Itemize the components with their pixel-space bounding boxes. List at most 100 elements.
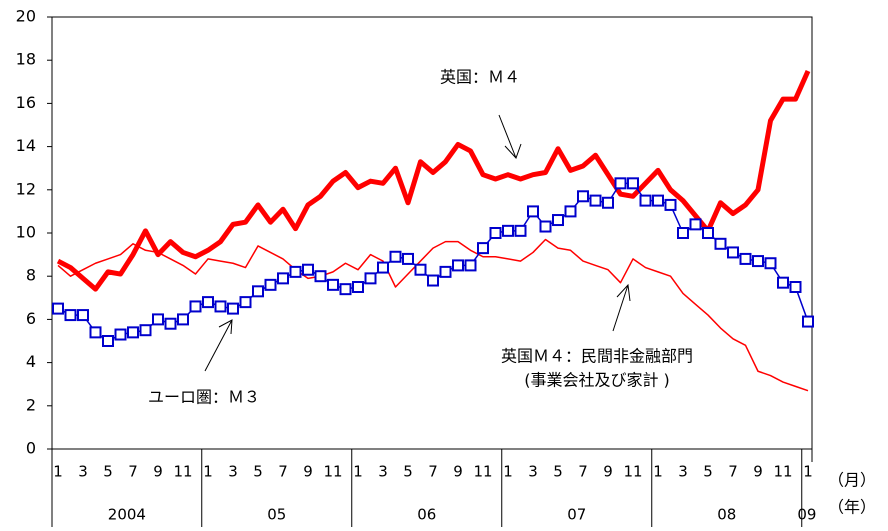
marker <box>677 227 689 239</box>
x-tick-label: 7 <box>278 463 288 481</box>
series-line <box>56 69 811 292</box>
marker <box>752 255 764 268</box>
x-tick-label: 9 <box>603 463 613 481</box>
marker <box>264 278 277 291</box>
marker <box>402 252 414 265</box>
y-tick-label: 20 <box>16 7 36 26</box>
series-line <box>57 238 809 392</box>
x-tick-label: 1 <box>503 463 513 481</box>
marker <box>614 177 627 190</box>
marker <box>764 257 777 270</box>
year-label: 05 <box>267 506 286 524</box>
marker <box>89 326 102 339</box>
marker <box>702 227 714 239</box>
x-tick-label: 5 <box>403 463 413 481</box>
y-tick-label: 12 <box>16 179 36 198</box>
marker <box>514 224 527 237</box>
marker <box>227 302 239 315</box>
y-tick-label: 2 <box>26 395 36 414</box>
marker <box>427 274 439 287</box>
marker <box>589 194 602 207</box>
marker <box>602 196 614 209</box>
plot-frame <box>51 16 813 450</box>
arrows <box>204 114 631 372</box>
marker <box>777 276 789 289</box>
y-tick-label: 18 <box>16 50 36 69</box>
marker <box>452 259 464 272</box>
arrow <box>204 319 233 372</box>
marker <box>639 194 652 207</box>
y-tick-label: 6 <box>26 309 36 328</box>
marker <box>714 237 727 250</box>
x-tick-label: 11 <box>773 463 792 481</box>
x-tick-label: 1 <box>53 463 63 481</box>
x-tick-label: 9 <box>303 463 313 481</box>
arrow <box>612 283 631 332</box>
marker <box>552 214 564 227</box>
marker <box>439 265 452 278</box>
x-unit-label: （年） <box>828 498 876 517</box>
x-tick-label: 5 <box>253 463 263 481</box>
x-tick-label: 1 <box>653 463 663 481</box>
marker <box>189 300 202 313</box>
marker <box>502 224 514 237</box>
x-tick-label: 5 <box>553 463 563 481</box>
marker <box>664 198 677 211</box>
marker <box>252 285 264 298</box>
marker <box>327 278 339 291</box>
marker <box>152 313 164 326</box>
marker <box>652 194 664 207</box>
x-tick-label: 5 <box>703 463 713 481</box>
x-tick-label: 3 <box>678 463 688 481</box>
year-label: 06 <box>417 506 436 524</box>
series-line <box>57 182 809 342</box>
marker <box>489 227 502 239</box>
marker <box>102 335 114 347</box>
marker <box>164 317 177 330</box>
x-tick-label: 1 <box>353 463 363 481</box>
y-tick-label: 4 <box>26 352 36 371</box>
marker <box>527 205 539 218</box>
x-tick-label: 9 <box>153 463 163 481</box>
annotation: 英国Ｍ４：民間非金融部門 <box>501 347 693 366</box>
y-tick-label: 0 <box>26 439 36 458</box>
x-tick-label: 1 <box>803 463 813 481</box>
marker <box>739 252 752 265</box>
year-label: 08 <box>717 506 736 524</box>
arrow <box>498 114 522 159</box>
marker <box>139 324 152 337</box>
x-tick-label: 5 <box>103 463 113 481</box>
marker <box>789 281 802 293</box>
x-tick-label: 3 <box>78 463 88 481</box>
y-tick-label: 10 <box>16 223 36 242</box>
marker <box>364 272 377 285</box>
marker <box>464 259 477 272</box>
marker <box>177 313 189 326</box>
marker <box>477 242 489 255</box>
marker <box>202 296 214 309</box>
annotation: ユーロ圏：Ｍ３ <box>148 388 260 407</box>
x-tick-label: 7 <box>578 463 588 481</box>
year-label: 2004 <box>108 506 146 524</box>
x-unit-label: （月） <box>828 471 876 490</box>
annotation: (事業会社及び家計 ) <box>524 371 670 390</box>
x-tick-label: 1 <box>203 463 213 481</box>
marker <box>302 263 314 276</box>
marker <box>277 272 289 285</box>
marker <box>114 328 127 341</box>
marker <box>127 326 139 339</box>
x-tick-label: 11 <box>473 463 492 481</box>
marker <box>289 265 302 278</box>
x-tick-label: 9 <box>753 463 763 481</box>
x-tick-label: 9 <box>453 463 463 481</box>
marker <box>352 281 364 293</box>
x-tick-label: 7 <box>728 463 738 481</box>
marker <box>627 177 639 190</box>
x-tick-label: 3 <box>378 463 388 481</box>
marker <box>727 246 739 259</box>
x-tick-label: 11 <box>323 463 342 481</box>
marker <box>377 261 389 274</box>
x-tick-label: 3 <box>528 463 538 481</box>
marker <box>314 270 327 283</box>
